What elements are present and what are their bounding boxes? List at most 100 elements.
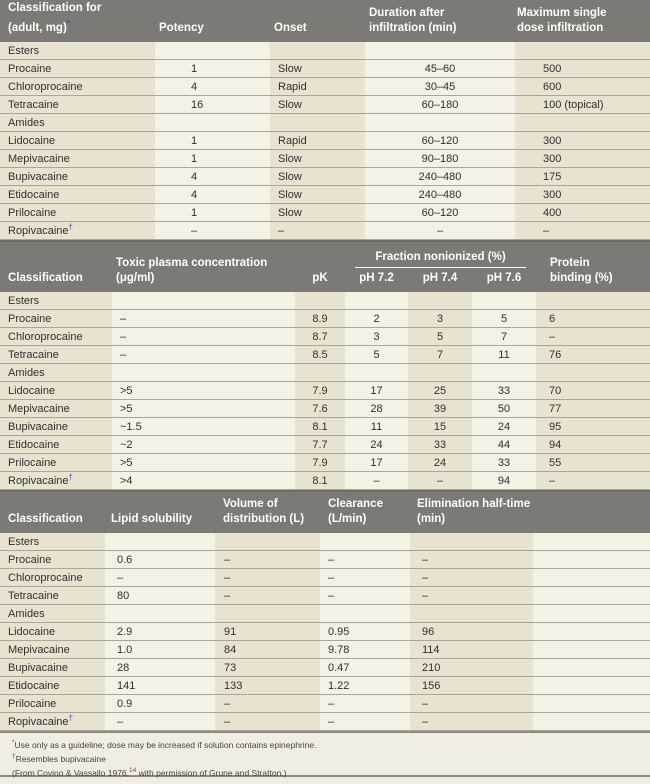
- row-label: Amides: [0, 604, 105, 623]
- table-row: Lidocaine 1 Rapid 60–120 300: [0, 131, 650, 150]
- cell: 90–180: [365, 149, 515, 168]
- cell: 1.22: [320, 676, 410, 695]
- cell: –: [410, 694, 533, 713]
- cell: [365, 42, 515, 60]
- cell: –: [112, 309, 295, 328]
- cell: [320, 604, 410, 623]
- group-row: Esters: [0, 292, 650, 310]
- row-label: Prilocaine: [0, 453, 112, 472]
- table2-header-ph74: pH 7.4: [422, 272, 458, 284]
- cell: 33: [408, 435, 472, 454]
- row-label: Mepivacaine: [0, 399, 112, 418]
- cell: 8.9: [295, 309, 345, 328]
- cell: 7.9: [295, 453, 345, 472]
- cell: [410, 604, 533, 623]
- cell: 5: [345, 345, 408, 364]
- row-label: Procaine: [0, 550, 105, 569]
- cell: 76: [536, 345, 650, 364]
- cell: >5: [112, 399, 295, 418]
- table-row: Prilocaine 1 Slow 60–120 400: [0, 203, 650, 222]
- cell: >5: [112, 381, 295, 400]
- footnote-text: Use only as a guideline; dose may be inc…: [14, 739, 317, 750]
- row-label: Prilocaine: [0, 203, 155, 222]
- cell: 94: [472, 471, 536, 490]
- cell: 7.6: [295, 399, 345, 418]
- cell: [155, 42, 270, 60]
- table-row: Procaine 0.6– – –: [0, 550, 650, 569]
- cell: [155, 113, 270, 132]
- header-line: Clearance: [328, 498, 383, 510]
- cell: [410, 533, 533, 551]
- cell: 400: [515, 203, 650, 222]
- group-title: Fraction nonionized (%): [375, 251, 506, 263]
- cell: 7: [472, 327, 536, 346]
- cell: [345, 363, 408, 382]
- table2-body: Esters Procaine –8.9 2 3 5 6 Chloroprocaine –8.7…: [0, 292, 650, 490]
- header-line: (L/min): [328, 513, 367, 525]
- header-line: (adult, mg): [8, 22, 67, 34]
- cell: –: [410, 550, 533, 569]
- cell: –: [215, 694, 320, 713]
- row-label: Prilocaine: [0, 694, 105, 713]
- cell: [215, 533, 320, 551]
- cell: 240–480: [365, 167, 515, 186]
- cell: 11: [345, 417, 408, 436]
- dagger-marker: †: [12, 752, 16, 760]
- cell: 8.7: [295, 327, 345, 346]
- group-row: Esters: [0, 42, 650, 60]
- cell: –: [320, 712, 410, 731]
- cell: 7.7: [295, 435, 345, 454]
- table2-header-toxic-concentration: Toxic plasma concentration (μg/ml): [112, 256, 295, 292]
- cell: 114: [410, 640, 533, 659]
- cell: –: [536, 327, 650, 346]
- table1-header-onset: Onset: [274, 22, 307, 34]
- cell: [105, 533, 215, 551]
- row-label: Procaine: [0, 309, 112, 328]
- cell: –: [320, 568, 410, 587]
- cell: Slow: [270, 203, 365, 222]
- table3-body: Esters Procaine 0.6– – – Chloroprocaine – – – – Te…: [0, 533, 650, 731]
- table-row: Bupivacaine 28 73 0.47 210: [0, 658, 650, 677]
- cell: 80: [105, 586, 215, 605]
- row-label: Bupivacaine: [0, 658, 105, 677]
- table3-header-elimination-half-time: Elimination half-time (min): [410, 497, 650, 533]
- row-label: Ropivacaine†: [0, 221, 155, 240]
- cell: [533, 550, 650, 569]
- cell: –: [105, 712, 215, 731]
- cell: –: [365, 221, 515, 240]
- footnote-dagger: †Resembles bupivacaine: [12, 751, 640, 765]
- cell: 45–60: [365, 59, 515, 78]
- table3-header-clearance: Clearance (L/min): [320, 497, 410, 533]
- cell: Rapid: [270, 131, 365, 150]
- table1-header-classification: Classification for (adult, mg)*: [0, 1, 155, 42]
- cell: 8.1: [295, 417, 345, 436]
- cell: >4: [112, 471, 295, 490]
- cell: 0.47: [320, 658, 410, 677]
- cell: –: [320, 694, 410, 713]
- row-label: Etidocaine: [0, 185, 155, 204]
- group-row: Esters: [0, 533, 650, 551]
- cell: 9.78: [320, 640, 410, 659]
- cell: Slow: [270, 167, 365, 186]
- cell: [533, 604, 650, 623]
- cell: –: [112, 327, 295, 346]
- cell: 91: [215, 622, 320, 641]
- row-label: Bupivacaine: [0, 417, 112, 436]
- cell: –: [112, 345, 295, 364]
- cell: [215, 604, 320, 623]
- row-label: Chloroprocaine: [0, 327, 112, 346]
- table-row: Lidocaine 2.9 91 0.95 96: [0, 622, 650, 641]
- cell: [320, 533, 410, 551]
- cell: 175: [515, 167, 650, 186]
- header-line: Toxic plasma concentration: [116, 257, 268, 269]
- asterisk-marker: *: [66, 19, 70, 29]
- cell: –: [320, 550, 410, 569]
- cell: 240–480: [365, 185, 515, 204]
- cell: [515, 42, 650, 60]
- header-line: Volume of: [223, 498, 278, 510]
- cell: 3: [345, 327, 408, 346]
- cell: 0.95: [320, 622, 410, 641]
- cell: 300: [515, 131, 650, 150]
- table3-header-lipid-solubility: Lipid solubility: [111, 513, 193, 525]
